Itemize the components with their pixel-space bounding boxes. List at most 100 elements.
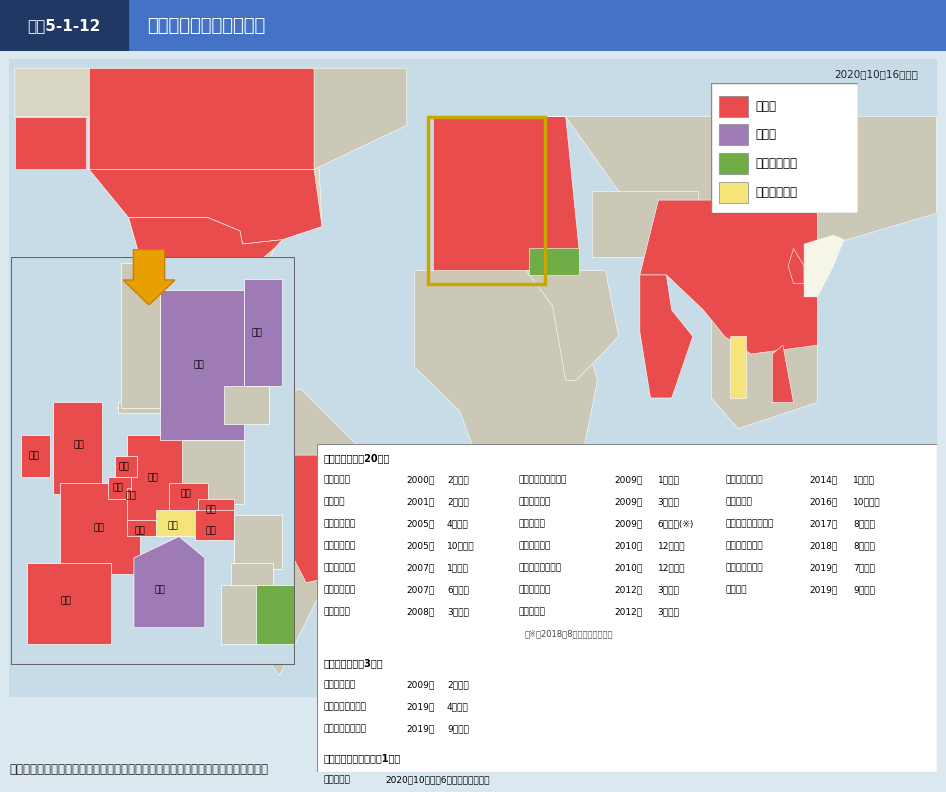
Text: 10月発効: 10月発効 bbox=[447, 542, 475, 550]
Text: 7月発効: 7月発効 bbox=[853, 563, 875, 573]
Polygon shape bbox=[15, 116, 86, 169]
Text: 🇨🇭: 🇨🇭 bbox=[135, 527, 146, 535]
Text: 2020年10月16日現在: 2020年10月16日現在 bbox=[834, 69, 918, 79]
Text: 2019年: 2019年 bbox=[810, 585, 838, 595]
Polygon shape bbox=[788, 249, 804, 284]
Polygon shape bbox=[267, 455, 367, 583]
Text: 3月発効: 3月発効 bbox=[657, 607, 679, 616]
Polygon shape bbox=[199, 499, 234, 520]
Text: 🇪🇸: 🇪🇸 bbox=[61, 596, 72, 605]
Polygon shape bbox=[414, 270, 598, 587]
Polygon shape bbox=[314, 68, 407, 169]
Polygon shape bbox=[183, 440, 243, 505]
Polygon shape bbox=[21, 435, 50, 478]
Polygon shape bbox=[89, 169, 322, 244]
Text: 3月発効: 3月発効 bbox=[657, 497, 679, 506]
Text: 🇨🇦カナダ: 🇨🇦カナダ bbox=[324, 607, 350, 616]
Text: 🇬🇧: 🇬🇧 bbox=[74, 440, 84, 450]
Text: 2012年: 2012年 bbox=[614, 607, 642, 616]
Text: 🇪🇸スペイン: 🇪🇸スペイン bbox=[518, 542, 551, 550]
Text: 🇨🇭スイス: 🇨🇭スイス bbox=[518, 607, 545, 616]
Polygon shape bbox=[27, 563, 112, 644]
Text: 2014年: 2014年 bbox=[810, 475, 837, 485]
Text: 2009年: 2009年 bbox=[407, 680, 435, 689]
Text: 🇧🇪: 🇧🇪 bbox=[113, 484, 123, 493]
Text: 9月署名: 9月署名 bbox=[447, 724, 469, 733]
Text: 2016年: 2016年 bbox=[810, 497, 838, 506]
Text: 2007年: 2007年 bbox=[407, 563, 435, 573]
Polygon shape bbox=[123, 249, 175, 305]
Text: 🇨🇿: 🇨🇿 bbox=[180, 489, 191, 498]
Text: 🇫🇷: 🇫🇷 bbox=[93, 524, 104, 532]
Polygon shape bbox=[243, 279, 282, 386]
Polygon shape bbox=[256, 584, 295, 644]
Polygon shape bbox=[526, 116, 937, 249]
Text: 🇰🇷大韓民国: 🇰🇷大韓民国 bbox=[324, 520, 356, 528]
Text: 2月発効: 2月発効 bbox=[447, 497, 469, 506]
Text: 🇦🇺オーストラリア: 🇦🇺オーストラリア bbox=[518, 475, 567, 485]
Text: 2005年: 2005年 bbox=[407, 542, 435, 550]
Text: 9月発効: 9月発効 bbox=[853, 585, 875, 595]
Text: 🇱🇺ルクセンブルク: 🇱🇺ルクセンブルク bbox=[726, 520, 774, 528]
Text: 2月署名: 2月署名 bbox=[447, 680, 469, 689]
Text: 8月発効: 8月発効 bbox=[853, 542, 875, 550]
Text: （２）署名済　3か国: （２）署名済 3か国 bbox=[324, 658, 383, 668]
Text: 🇮🇳インド: 🇮🇳インド bbox=[726, 497, 753, 506]
Text: 社会保障協定の締結状況: 社会保障協定の締結状況 bbox=[147, 17, 265, 35]
Text: 🇳🇱オランダ: 🇳🇱オランダ bbox=[518, 497, 551, 506]
Text: 1月発効: 1月発効 bbox=[447, 563, 469, 573]
Bar bbox=[0, 0, 128, 51]
Polygon shape bbox=[804, 235, 844, 297]
Polygon shape bbox=[128, 520, 156, 536]
Text: 🇳🇱: 🇳🇱 bbox=[119, 463, 130, 471]
Text: 2020年10月　第6回政府間交渉実施: 2020年10月 第6回政府間交渉実施 bbox=[385, 775, 490, 784]
Text: 🇬🇧英国: 🇬🇧英国 bbox=[324, 497, 344, 506]
Polygon shape bbox=[195, 509, 234, 539]
Text: 3月発効: 3月発効 bbox=[447, 607, 469, 616]
Text: 2001年: 2001年 bbox=[407, 497, 435, 506]
Polygon shape bbox=[121, 263, 160, 408]
Polygon shape bbox=[231, 563, 272, 590]
Text: 🇮🇪アイルランド: 🇮🇪アイルランド bbox=[518, 563, 561, 573]
Text: （注）　本資料に記載した地図は、我が国の領土を網羅的に記したものではない。: （注） 本資料に記載した地図は、我が国の領土を網羅的に記したものではない。 bbox=[9, 763, 269, 776]
Polygon shape bbox=[711, 310, 817, 428]
Text: 3月発効: 3月発効 bbox=[657, 585, 679, 595]
Text: 🇸🇰: 🇸🇰 bbox=[206, 505, 217, 514]
Text: 🇮🇹: 🇮🇹 bbox=[154, 585, 166, 595]
Text: 2009年: 2009年 bbox=[614, 475, 642, 485]
Text: 2008年: 2008年 bbox=[407, 607, 435, 616]
Text: 1月発効: 1月発効 bbox=[657, 475, 679, 485]
Text: 2012年: 2012年 bbox=[614, 585, 642, 595]
Text: 🇭🇺: 🇭🇺 bbox=[206, 527, 217, 535]
Polygon shape bbox=[772, 345, 794, 402]
Text: 4月署名: 4月署名 bbox=[447, 703, 469, 711]
Polygon shape bbox=[639, 275, 692, 398]
Polygon shape bbox=[234, 515, 282, 569]
Text: 🇹🇷トルコ: 🇹🇷トルコ bbox=[324, 775, 350, 784]
Bar bbox=[719, 182, 748, 203]
Text: 12月発効: 12月発効 bbox=[657, 563, 685, 573]
Polygon shape bbox=[433, 116, 579, 275]
Text: 12月発効: 12月発効 bbox=[657, 542, 685, 550]
Polygon shape bbox=[128, 435, 189, 526]
Polygon shape bbox=[169, 483, 208, 509]
Text: 2月発効: 2月発効 bbox=[447, 475, 469, 485]
Text: 🇩🇪: 🇩🇪 bbox=[148, 473, 159, 482]
Text: 🇩🇪ドイツ: 🇩🇪ドイツ bbox=[324, 475, 350, 485]
Text: 🇱🇺: 🇱🇺 bbox=[125, 491, 136, 501]
Polygon shape bbox=[639, 200, 817, 354]
Bar bbox=[719, 124, 748, 146]
Text: 🇫🇮: 🇫🇮 bbox=[251, 328, 262, 337]
Text: 2019年: 2019年 bbox=[407, 724, 435, 733]
Text: 6月発効: 6月発効 bbox=[447, 585, 469, 595]
Text: 🇸🇪: 🇸🇪 bbox=[193, 360, 203, 369]
Text: 署名済: 署名済 bbox=[755, 128, 777, 142]
Text: 🇸🇰スロバキア: 🇸🇰スロバキア bbox=[726, 563, 763, 573]
Polygon shape bbox=[529, 249, 579, 275]
Polygon shape bbox=[149, 292, 255, 407]
Text: 図表5-1-12: 図表5-1-12 bbox=[27, 18, 101, 33]
Polygon shape bbox=[730, 337, 745, 398]
Text: 2010年: 2010年 bbox=[614, 563, 642, 573]
Polygon shape bbox=[53, 402, 101, 493]
Polygon shape bbox=[224, 386, 270, 424]
